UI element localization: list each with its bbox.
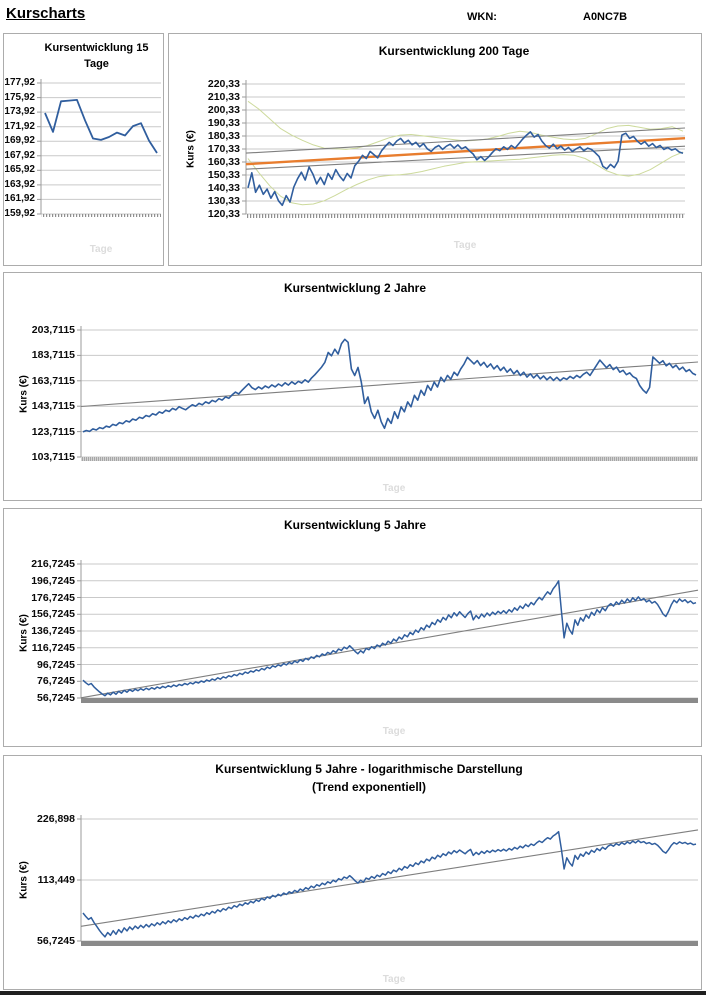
y-tick-label: 159,92 — [4, 208, 35, 219]
x-axis-title: Tage — [453, 240, 477, 251]
chart-title: Kursentwicklung 5 Jahre — [81, 518, 629, 532]
y-tick-label: 130,33 — [207, 195, 240, 207]
y-tick-label: 173,92 — [4, 106, 35, 118]
y-tick-label: 140,33 — [207, 182, 240, 194]
y-tick-label: 123,7115 — [31, 425, 75, 438]
y-tick-label: 180,33 — [207, 130, 240, 142]
y-tick-label: 143,7115 — [31, 400, 75, 413]
x-axis-title: Tage — [382, 974, 406, 985]
chart-panel-5-jahre-log: Kursentwicklung 5 Jahre - logarithmische… — [3, 755, 702, 990]
chart-title-line: Kursentwicklung 5 Jahre - logarithmische… — [215, 762, 523, 776]
chart-canvas-5-jahre-log — [77, 815, 699, 946]
chart-title-line: Kursentwicklung 5 Jahre — [283, 518, 427, 532]
y-tick-label: 203,7115 — [31, 324, 75, 336]
wkn-label: WKN: — [467, 11, 497, 23]
y-tick-label: 216,7245 — [31, 558, 75, 570]
y-tick-label: 167,92 — [4, 149, 35, 161]
chart-title-line: (Trend exponentiell) — [311, 780, 426, 794]
x-axis-title: Tage — [382, 726, 406, 737]
y-tick-label: 113,449 — [37, 874, 75, 886]
chart-panel-200-tage: Kursentwicklung 200 Tage Kurs (€) Tage 2… — [168, 33, 702, 266]
y-tick-label: 175,92 — [4, 91, 35, 103]
chart-canvas-200-tage — [242, 80, 686, 218]
y-tick-label: 163,7115 — [31, 374, 75, 387]
y-tick-label: 116,7245 — [31, 641, 75, 654]
y-tick-label: 176,7245 — [31, 591, 75, 604]
y-tick-label: 120,33 — [207, 208, 240, 220]
y-tick-label: 163,92 — [4, 178, 35, 190]
chart-canvas-5-jahre — [77, 560, 699, 703]
chart-title-line: Tage — [84, 58, 109, 70]
chart-canvas-2-jahre — [77, 326, 699, 461]
page-bottom-border — [0, 991, 706, 995]
chart-title: Kursentwicklung 5 Jahre - logarithmische… — [81, 760, 657, 796]
y-tick-label: 76,7245 — [37, 675, 75, 688]
chart-title: Kursentwicklung 200 Tage — [246, 44, 662, 58]
y-tick-label: 156,7245 — [31, 608, 75, 621]
chart-title-line: Kursentwicklung 2 Jahre — [283, 281, 427, 295]
y-tick-label: 200,33 — [207, 104, 240, 116]
y-tick-label: 161,92 — [4, 193, 35, 205]
y-tick-label: 183,7115 — [31, 349, 75, 362]
y-tick-label: 56,7245 — [37, 935, 75, 947]
chart-panel-2-jahre: Kursentwicklung 2 Jahre Kurs (€) Tage 20… — [3, 272, 702, 501]
y-tick-label: 171,92 — [4, 120, 35, 132]
x-axis-title: Tage — [89, 244, 113, 255]
wkn-value: A0NC7B — [583, 11, 628, 23]
chart-title: Kursentwicklung 2 Jahre — [81, 281, 629, 295]
y-tick-label: 196,7245 — [31, 574, 75, 587]
y-tick-label: 169,92 — [4, 135, 35, 147]
y-tick-label: 210,33 — [207, 91, 240, 103]
chart-panel-5-jahre: Kursentwicklung 5 Jahre Kurs (€) Tage 21… — [3, 508, 702, 747]
y-tick-label: 150,33 — [207, 169, 240, 181]
chart-title-line: Kursentwicklung 15 — [44, 42, 149, 54]
y-tick-label: 220,33 — [207, 78, 240, 90]
chart-title: Kursentwicklung 15 Tage — [32, 40, 161, 72]
chart-panel-15-tage: Kursentwicklung 15 Tage Tage 177,92 175,9… — [3, 33, 164, 266]
y-tick-label: 103,7115 — [31, 451, 75, 463]
y-tick-label: 170,33 — [207, 143, 240, 155]
y-tick-label: 190,33 — [207, 117, 240, 129]
y-tick-label: 226,898 — [37, 813, 75, 825]
y-tick-label: 136,7245 — [31, 625, 75, 637]
y-tick-label: 96,7245 — [37, 658, 75, 671]
y-tick-label: 56,7245 — [37, 692, 75, 704]
y-tick-label: 165,92 — [4, 164, 35, 176]
y-tick-label: 160,33 — [207, 156, 240, 168]
page-title: Kurscharts — [6, 5, 86, 22]
y-tick-label: 177,92 — [4, 77, 35, 88]
chart-title-line: Kursentwicklung 200 Tage — [378, 44, 530, 58]
x-axis-title: Tage — [382, 483, 406, 494]
chart-canvas-15-tage — [37, 79, 161, 217]
